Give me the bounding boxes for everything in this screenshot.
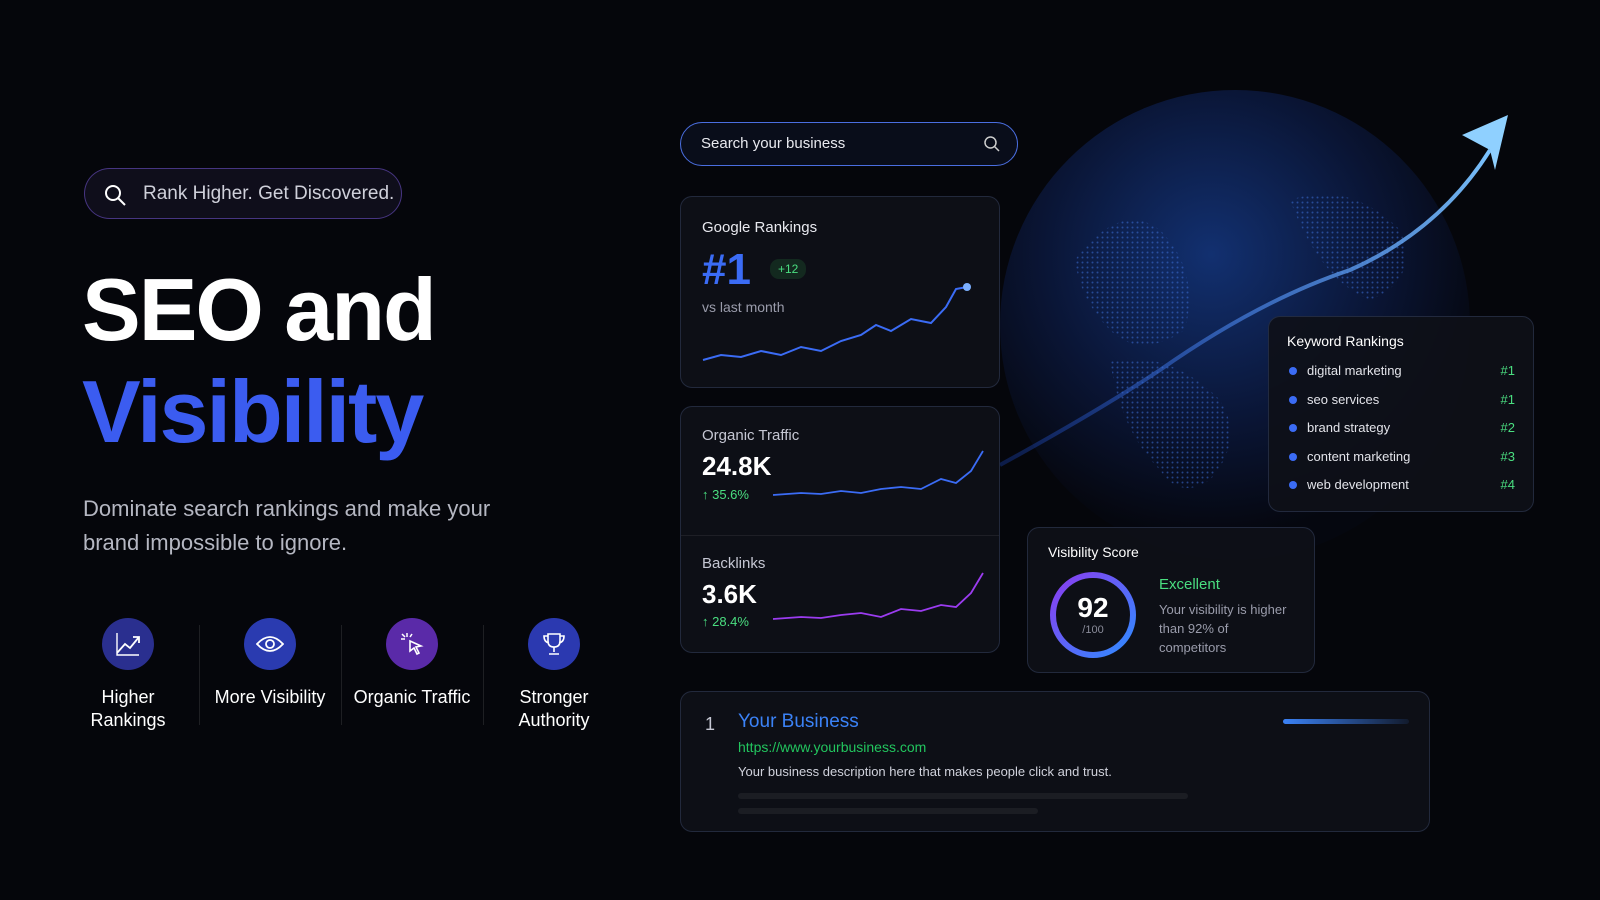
search-icon (984, 136, 1000, 152)
feature-icon (102, 618, 154, 670)
score-max: /100 (1082, 624, 1104, 636)
subtitle: Dominate search rankings and make your b… (83, 496, 491, 555)
keyword-term: content marketing (1307, 448, 1411, 464)
result-card: 1 Your Business https://www.yourbusiness… (680, 691, 1430, 832)
card-title: Google Rankings (702, 219, 818, 236)
feature-icon (386, 618, 438, 670)
result-url[interactable]: https://www.yourbusiness.com (738, 739, 927, 755)
keyword-bullet (1289, 395, 1297, 404)
rating-description: Your visibility is higher than 92% of co… (1159, 602, 1287, 655)
separator (483, 625, 484, 725)
metric-value: 3.6K (702, 579, 757, 609)
rankings-card: Google Rankings #1 +12 vs last month (680, 196, 1000, 388)
arrow-head (1462, 115, 1508, 170)
visibility-card: Visibility Score 92 /100 Excellent Your … (1027, 527, 1315, 673)
sparkline (702, 283, 971, 361)
metric-title: Backlinks (702, 555, 766, 572)
search-placeholder: Search your business (701, 135, 846, 152)
keyword-term: digital marketing (1307, 363, 1402, 378)
icon-chart (116, 633, 140, 656)
score-ring (1050, 572, 1136, 658)
search-bar[interactable]: Search your business (680, 122, 1018, 166)
separator (341, 625, 342, 725)
feature-label: More Visibility (214, 687, 326, 707)
result-title[interactable]: Your Business (738, 711, 859, 732)
keyword-bullet (1289, 452, 1297, 461)
rank: #1 (702, 245, 751, 294)
feature-label: Higher Rankings (90, 687, 166, 730)
placeholder-line (738, 793, 1188, 799)
tagline: Rank Higher. Get Discovered. (143, 182, 395, 204)
result-description: Your business description here that make… (738, 764, 1112, 779)
keyword-bullet (1289, 367, 1297, 375)
sparkline (772, 572, 984, 620)
card-title: Visibility Score (1048, 544, 1139, 560)
rating: Excellent (1159, 576, 1220, 593)
icon-click (401, 633, 424, 656)
feature-icon (528, 618, 580, 670)
keyword-rank: #3 (1500, 448, 1515, 464)
score: 92 (1077, 592, 1109, 623)
keyword-rank: #2 (1500, 420, 1515, 435)
title-line: Visibility (82, 362, 424, 461)
icon-eye (256, 636, 284, 652)
keyword-bullet (1289, 481, 1297, 489)
growth-arrow (999, 148, 1492, 467)
keyword-bullet (1289, 424, 1297, 432)
rank-note: vs last month (702, 299, 785, 315)
continents (1075, 194, 1406, 489)
title-line: SEO and (82, 260, 437, 359)
divider (681, 535, 999, 536)
result-position: 1 (705, 714, 716, 734)
keyword-rank: #1 (1500, 363, 1515, 378)
placeholder-line (738, 808, 1038, 814)
keyword-rank: #4 (1500, 477, 1515, 492)
progress-bar (1283, 719, 1409, 724)
metrics-card: Organic Traffic 24.8K ↑ 35.6% Backlinks … (680, 406, 1000, 653)
feature-label: Stronger Authority (518, 687, 590, 730)
card-title: Keyword Rankings (1287, 333, 1404, 349)
metric-title: Organic Traffic (702, 427, 800, 444)
sparkline (772, 450, 984, 496)
feature-label: Organic Traffic (353, 687, 471, 707)
icon-trophy (543, 633, 565, 655)
tagline-pill: Rank Higher. Get Discovered. (84, 168, 402, 219)
feature-icon (244, 618, 296, 670)
keyword-term: brand strategy (1307, 420, 1391, 435)
metric-value: 24.8K (702, 451, 772, 481)
separator (199, 625, 200, 725)
keywords-card: Keyword Rankings digital marketing #1 seo … (1268, 316, 1534, 512)
keyword-term: seo services (1307, 391, 1380, 407)
keyword-rank: #1 (1500, 391, 1515, 407)
metric-change: ↑ 28.4% (702, 614, 749, 629)
keyword-term: web development (1307, 477, 1409, 492)
search-icon (105, 185, 126, 206)
metric-change: ↑ 35.6% (702, 487, 749, 502)
rank-change: +12 (770, 259, 807, 279)
